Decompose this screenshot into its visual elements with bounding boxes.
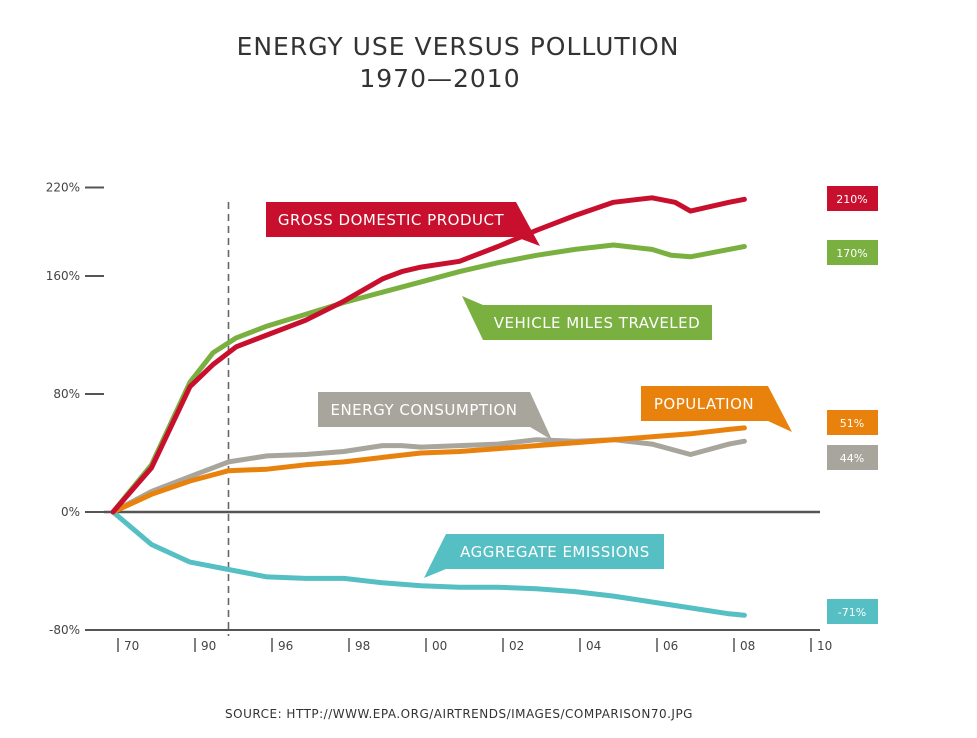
series-name-label: ENERGY CONSUMPTION (330, 401, 517, 419)
series-callout: VEHICLE MILES TRAVELED (462, 296, 712, 340)
series-line (110, 242, 747, 515)
series-callout: ENERGY CONSUMPTION (318, 392, 552, 440)
series-name-label: VEHICLE MILES TRAVELED (494, 314, 700, 332)
series-callout: GROSS DOMESTIC PRODUCT (266, 202, 540, 246)
end-value-badge: 51% (827, 410, 878, 435)
series-line (110, 425, 747, 515)
callout-box (483, 305, 712, 340)
badge-box (827, 445, 878, 470)
x-tick-label: 08 (740, 639, 755, 653)
callout-pointer (424, 534, 446, 578)
badge-box (827, 599, 878, 624)
y-tick-label: 0% (61, 505, 80, 519)
badge-box (827, 186, 878, 211)
callout-box (641, 386, 768, 421)
series-line (110, 437, 747, 515)
callout-pointer (530, 392, 552, 440)
x-tick-label: 96 (278, 639, 293, 653)
plot-area (110, 195, 747, 636)
badge-box (827, 240, 878, 265)
end-value-label: 210% (836, 193, 867, 206)
series-labels: GROSS DOMESTIC PRODUCT VEHICLE MILES TRAV… (266, 186, 878, 624)
chart-subtitle: 1970—2010 (359, 64, 520, 93)
callout-pointer (462, 296, 483, 340)
callout-pointer (768, 386, 792, 432)
x-tick-label: 10 (817, 639, 832, 653)
callout-pointer (516, 202, 540, 246)
source-note: SOURCE: HTTP://WWW.EPA.ORG/AIRTRENDS/IMA… (225, 707, 693, 721)
end-value-label: 170% (836, 247, 867, 260)
y-tick-label: 80% (53, 387, 80, 401)
series-name-label: GROSS DOMESTIC PRODUCT (278, 211, 505, 229)
end-value-label: 51% (840, 417, 864, 430)
callout-box (318, 392, 530, 427)
series-line (110, 509, 747, 618)
end-value-label: -71% (838, 606, 866, 619)
end-value-badge: 170% (827, 240, 878, 265)
x-tick-label: 70 (124, 639, 139, 653)
y-tick-label: -80% (49, 623, 80, 637)
series-callout: POPULATION (641, 386, 792, 432)
end-value-badge: -71% (827, 599, 878, 624)
axes: 220% 160% 80% 0% -80% 70 90 96 98 00 02 04 06 08 10 (46, 181, 833, 654)
chart-title: ENERGY USE VERSUS POLLUTION (237, 32, 680, 61)
x-tick-label: 00 (432, 639, 447, 653)
end-value-badge: 210% (827, 186, 878, 211)
series-line (110, 195, 747, 515)
x-tick-label: 98 (355, 639, 370, 653)
y-tick-label: 220% (46, 181, 80, 195)
y-tick-label: 160% (46, 269, 80, 283)
series-callout: AGGREGATE EMISSIONS (424, 534, 664, 578)
x-tick-label: 06 (663, 639, 678, 653)
series-name-label: AGGREGATE EMISSIONS (460, 543, 650, 561)
end-value-label: 44% (840, 452, 864, 465)
x-tick-label: 90 (201, 639, 216, 653)
x-tick-label: 02 (509, 639, 524, 653)
series-name-label: POPULATION (654, 395, 754, 413)
callout-box (446, 534, 664, 569)
callout-box (266, 202, 516, 237)
end-value-badge: 44% (827, 445, 878, 470)
badge-box (827, 410, 878, 435)
x-tick-label: 04 (586, 639, 601, 653)
